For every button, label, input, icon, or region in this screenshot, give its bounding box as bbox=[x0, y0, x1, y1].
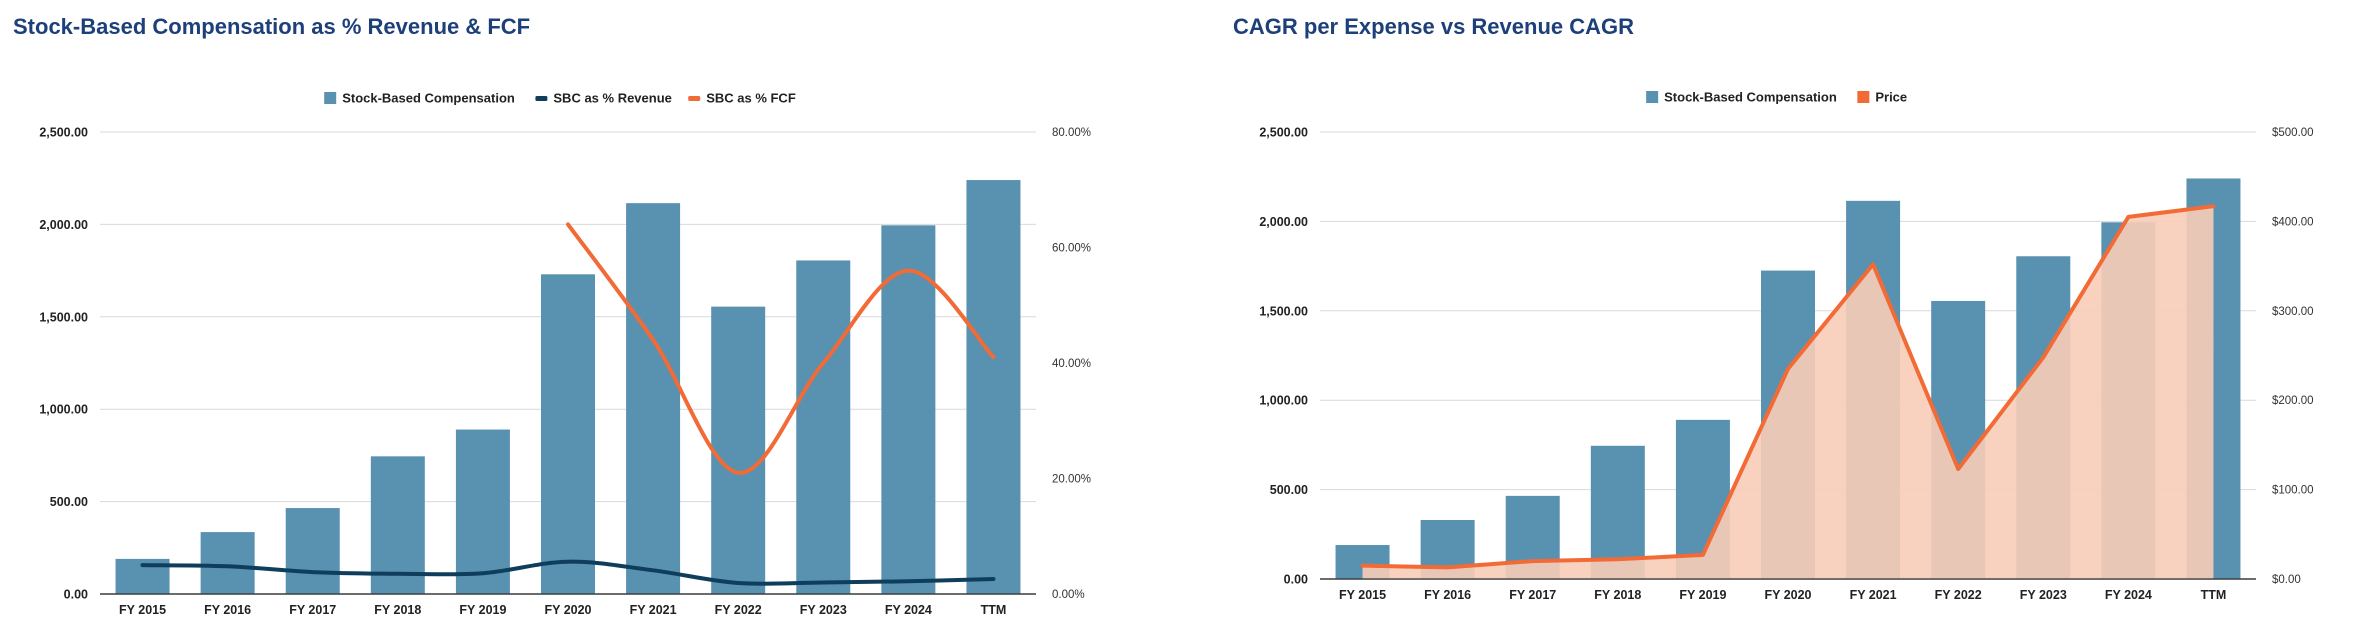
right-tick-label: $200.00 bbox=[2272, 395, 2314, 407]
category-label: FY 2021 bbox=[1850, 588, 1897, 602]
bar-fy-2020 bbox=[541, 274, 595, 594]
category-label: FY 2023 bbox=[800, 603, 847, 617]
bar-fy-2021 bbox=[626, 203, 681, 594]
category-label: FY 2021 bbox=[630, 603, 677, 617]
left-tick-label: 1,500.00 bbox=[1259, 304, 1308, 318]
legend-swatch bbox=[1646, 91, 1659, 103]
category-label: FY 2024 bbox=[885, 603, 932, 617]
legend: Stock-Based Compensation Price bbox=[1646, 90, 1907, 105]
bar-fy-2018 bbox=[370, 456, 425, 594]
category-label: FY 2023 bbox=[2020, 588, 2067, 602]
left-tick-label: 500.00 bbox=[1270, 483, 1308, 497]
sbc-as-revenue-line bbox=[140, 559, 996, 586]
chart-canvas-right: 0.00 500.00 1,000.00 1,500.00 2,000.00 2,500.… bbox=[1259, 90, 2314, 603]
legend-item-stock-based-compensation: Stock-Based Compensation bbox=[324, 91, 515, 106]
chart-title: Stock-Based Compensation as % Revenue & … bbox=[13, 14, 531, 39]
category-label: FY 2022 bbox=[1935, 588, 1982, 602]
category-label: FY 2019 bbox=[1679, 588, 1726, 602]
right-tick-label: $500.00 bbox=[2272, 127, 2314, 139]
left-tick-label: 2,000.00 bbox=[39, 218, 88, 232]
chart-title: CAGR per Expense vs Revenue CAGR bbox=[1233, 14, 1635, 39]
category-label: FY 2024 bbox=[2105, 588, 2152, 602]
legend-item-sbc-as-revenue: SBC as % Revenue bbox=[535, 91, 672, 106]
category-label: FY 2019 bbox=[459, 603, 506, 617]
left-tick-label: 2,000.00 bbox=[1259, 215, 1308, 229]
left-tick-label: 0.00 bbox=[64, 588, 88, 602]
category-label: FY 2018 bbox=[374, 603, 421, 617]
legend: Stock-Based Compensation SBC as % Revenue… bbox=[324, 91, 796, 106]
right-tick-label: 0.00% bbox=[1052, 589, 1085, 601]
legend-swatch bbox=[688, 96, 701, 101]
category-label: FY 2015 bbox=[119, 603, 166, 617]
legend-item-price: Price bbox=[1857, 90, 1907, 105]
bar-fy-2016 bbox=[200, 532, 255, 594]
left-tick-label: 500.00 bbox=[50, 495, 88, 509]
legend-label: Stock-Based Compensation bbox=[1664, 90, 1837, 105]
legend-swatch bbox=[324, 92, 337, 104]
category-label: FY 2020 bbox=[544, 603, 591, 617]
bar-ttm bbox=[966, 180, 1021, 594]
left-tick-label: 0.00 bbox=[1284, 573, 1308, 587]
left-tick-label: 2,500.00 bbox=[39, 126, 88, 140]
category-label: FY 2022 bbox=[715, 603, 762, 617]
bar-fy-2023 bbox=[796, 260, 851, 594]
sbc-as-fcf-line bbox=[566, 222, 996, 475]
category-label: TTM bbox=[981, 603, 1007, 617]
left-tick-label: 1,500.00 bbox=[39, 310, 88, 324]
right-tick-label: $100.00 bbox=[2272, 485, 2314, 497]
category-label: FY 2015 bbox=[1339, 588, 1386, 602]
legend-label: SBC as % Revenue bbox=[553, 91, 672, 106]
category-label: FY 2017 bbox=[1509, 588, 1556, 602]
category-label: TTM bbox=[2201, 588, 2227, 602]
price-area-line bbox=[1360, 204, 2216, 570]
bar-fy-2024 bbox=[881, 225, 936, 594]
legend-label: Stock-Based Compensation bbox=[342, 91, 515, 106]
chart-panel-left: Stock-Based Compensation as % Revenue & … bbox=[13, 14, 1091, 618]
category-label: FY 2016 bbox=[1424, 588, 1471, 602]
left-tick-label: 1,000.00 bbox=[39, 403, 88, 417]
bar-fy-2017 bbox=[285, 508, 340, 594]
right-tick-label: 80.00% bbox=[1052, 127, 1091, 139]
category-label: FY 2017 bbox=[289, 603, 336, 617]
right-tick-label: 20.00% bbox=[1052, 474, 1091, 486]
category-label: FY 2020 bbox=[1764, 588, 1811, 602]
right-tick-label: $300.00 bbox=[2272, 306, 2314, 318]
legend-label: Price bbox=[1875, 90, 1907, 105]
right-tick-label: $400.00 bbox=[2272, 216, 2314, 228]
chart-canvas-left: 0.00 500.00 1,000.00 1,500.00 2,000.00 2,500.… bbox=[39, 91, 1091, 618]
right-tick-label: 40.00% bbox=[1052, 358, 1091, 370]
left-tick-label: 2,500.00 bbox=[1259, 126, 1308, 140]
category-label: FY 2016 bbox=[204, 603, 251, 617]
left-tick-label: 1,000.00 bbox=[1259, 394, 1308, 408]
right-tick-label: 60.00% bbox=[1052, 243, 1091, 255]
right-tick-label: $0.00 bbox=[2272, 574, 2301, 586]
bar-fy-2019 bbox=[455, 429, 510, 594]
chart-panel-right: CAGR per Expense vs Revenue CAGR 0.00 500… bbox=[1220, 0, 2360, 624]
category-label: FY 2018 bbox=[1594, 588, 1641, 602]
price-area-fill bbox=[1362, 206, 2214, 579]
legend-swatch bbox=[535, 96, 548, 101]
legend-label: SBC as % FCF bbox=[706, 91, 796, 106]
legend-item-stock-based-compensation: Stock-Based Compensation bbox=[1646, 90, 1837, 105]
bar-fy-2022 bbox=[711, 306, 766, 594]
legend-item-sbc-as-fcf: SBC as % FCF bbox=[688, 91, 796, 106]
legend-swatch bbox=[1857, 91, 1870, 103]
